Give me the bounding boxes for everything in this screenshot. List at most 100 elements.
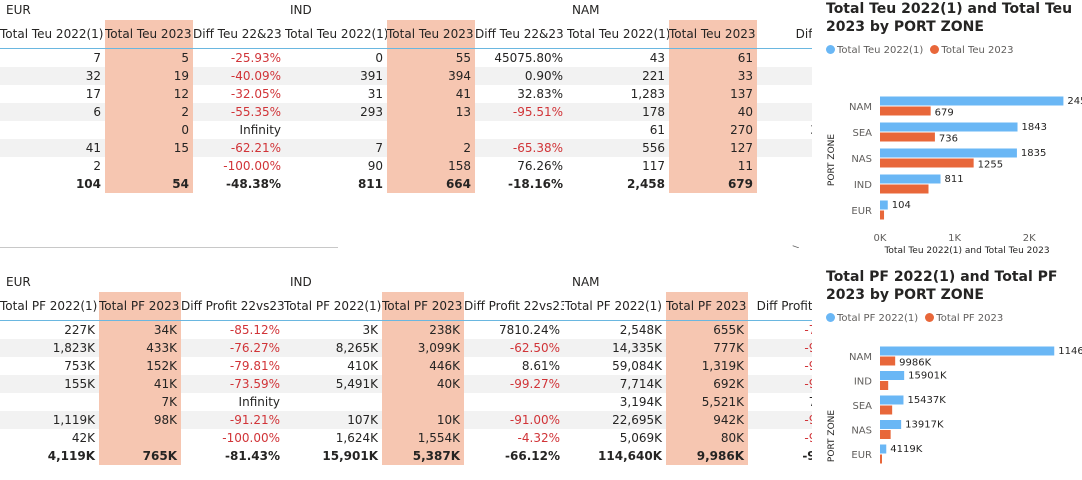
- legend-label-2023[interactable]: Total Teu 2023: [941, 45, 1014, 56]
- chart-plot-area[interactable]: PORT ZONE NAM 114640K 9986K IND 15901K SEA 1543…: [826, 326, 1082, 476]
- bar-2023[interactable]: [880, 158, 974, 168]
- table-cell[interactable]: 0.90%: [524, 69, 563, 83]
- table-cell[interactable]: -18.16%: [508, 177, 563, 191]
- column-header[interactable]: Total PF 2023: [99, 292, 181, 320]
- table-cell[interactable]: 227K: [64, 323, 95, 337]
- table-cell[interactable]: 391: [360, 69, 383, 83]
- table-cell[interactable]: 14,335K: [612, 341, 662, 355]
- table-cell[interactable]: 679: [669, 175, 757, 193]
- bar-2022[interactable]: [880, 200, 888, 210]
- table-cell[interactable]: -32.05%: [230, 87, 281, 101]
- table-cell[interactable]: 33: [669, 67, 757, 85]
- table-cell[interactable]: -4.32%: [517, 431, 560, 445]
- table-cell[interactable]: 8.61%: [521, 359, 560, 373]
- column-header[interactable]: Total Teu 2023: [669, 20, 757, 48]
- table-cell[interactable]: 17: [85, 87, 101, 101]
- table-cell[interactable]: -77: [757, 103, 812, 121]
- table-cell[interactable]: 12: [105, 85, 193, 103]
- column-header[interactable]: Diff Profit 2: [756, 299, 812, 313]
- table-cell[interactable]: -91.21%: [229, 413, 280, 427]
- table-cell[interactable]: 55: [387, 49, 475, 67]
- table-cell[interactable]: -48.38%: [226, 177, 281, 191]
- table-row[interactable]: 7K Infinity 3,194K 5,521K72: [0, 393, 812, 411]
- table-cell[interactable]: 446K: [382, 357, 464, 375]
- table-cell[interactable]: 41K: [99, 375, 181, 393]
- column-header[interactable]: Total Teu 2023: [387, 20, 475, 48]
- bar-2022[interactable]: [880, 122, 1018, 132]
- table-cell[interactable]: 7: [93, 51, 101, 65]
- table-cell[interactable]: [382, 393, 464, 411]
- table-cell[interactable]: 942K: [666, 411, 748, 429]
- table-cell[interactable]: [0, 121, 105, 139]
- table-cell[interactable]: 40: [669, 103, 757, 121]
- column-header[interactable]: Total PF 2022(1): [0, 299, 98, 313]
- table-cell[interactable]: 41: [387, 85, 475, 103]
- table-cell[interactable]: 7K: [99, 393, 181, 411]
- table-cell[interactable]: 6: [93, 105, 101, 119]
- column-header[interactable]: Diff Profit 22vs23: [181, 299, 284, 313]
- table-cell[interactable]: -94: [804, 341, 812, 355]
- table-cell[interactable]: [464, 393, 564, 411]
- table-cell[interactable]: -62.50%: [509, 341, 560, 355]
- table-cell[interactable]: 7: [375, 141, 383, 155]
- table-cell[interactable]: -79.81%: [229, 359, 280, 373]
- table-cell[interactable]: 10K: [382, 411, 464, 429]
- column-header[interactable]: Diff Teu 22&23: [193, 27, 282, 41]
- legend-label-2022[interactable]: Total PF 2022(1): [837, 313, 919, 324]
- table-cell[interactable]: 1,283: [630, 87, 665, 101]
- table-row[interactable]: 32 19 -40.09% 391 394 0.90% 221 33-85: [0, 67, 812, 85]
- table-cell[interactable]: 19: [105, 67, 193, 85]
- table-cell[interactable]: [99, 429, 181, 447]
- table-row[interactable]: 42K -100.00% 1,624K 1,554K -4.32% 5,069K 80K -9…: [0, 429, 812, 447]
- table-cell[interactable]: -73.59%: [229, 377, 280, 391]
- table-cell[interactable]: 42K: [71, 431, 95, 445]
- table-cell[interactable]: 54: [105, 175, 193, 193]
- bar-2022[interactable]: [880, 444, 887, 454]
- table-cell[interactable]: 5,387K: [382, 447, 464, 465]
- pf-bar-chart[interactable]: Total PF 2022(1) and Total PF 2023 by PO…: [826, 268, 1082, 473]
- table-cell[interactable]: 127: [669, 139, 757, 157]
- legend-label-2022[interactable]: Total Teu 2022(1): [837, 45, 924, 56]
- table-cell[interactable]: 221: [642, 69, 665, 83]
- table-cell[interactable]: -81.43%: [225, 449, 280, 463]
- table-cell[interactable]: 155K: [64, 377, 95, 391]
- table-row[interactable]: 62 -55.35% 293 13 -95.51% 178 40-77: [0, 103, 812, 121]
- table-cell[interactable]: [284, 393, 382, 411]
- table-cell[interactable]: [387, 121, 475, 139]
- table-cell[interactable]: 2,458: [627, 177, 665, 191]
- table-cell[interactable]: 1,823K: [52, 341, 95, 355]
- table-cell[interactable]: 3,194K: [619, 395, 662, 409]
- table-cell[interactable]: 43: [757, 49, 812, 67]
- table-cell[interactable]: 7810.24%: [498, 323, 560, 337]
- bar-2023[interactable]: [880, 430, 891, 439]
- table-row[interactable]: 753K 152K -79.81% 410K 446K 8.61% 59,084K 1,319…: [0, 357, 812, 375]
- table-cell[interactable]: 753K: [64, 359, 95, 373]
- table-cell[interactable]: 2: [387, 139, 475, 157]
- group-header-eur[interactable]: EUR: [6, 3, 31, 17]
- table-cell[interactable]: -40.09%: [230, 69, 281, 83]
- table-cell[interactable]: -77: [757, 139, 812, 157]
- table-cell[interactable]: 5: [105, 49, 193, 67]
- table-cell[interactable]: 9,986K: [666, 447, 748, 465]
- table-cell[interactable]: 114,640K: [598, 449, 662, 463]
- column-header[interactable]: Total Teu 2023: [105, 20, 193, 48]
- table-cell[interactable]: 692K: [666, 375, 748, 393]
- table-cell[interactable]: 811: [357, 177, 383, 191]
- table-cell[interactable]: 777K: [666, 339, 748, 357]
- table-cell[interactable]: 410K: [347, 359, 378, 373]
- group-header-ind[interactable]: IND: [290, 275, 312, 289]
- table-row[interactable]: 1,823K 433K -76.27% 8,265K 3,099K -62.50% 14,3…: [0, 339, 812, 357]
- table-cell[interactable]: -99.27%: [509, 377, 560, 391]
- table-cell[interactable]: 2: [105, 103, 193, 121]
- table-cell[interactable]: 137: [669, 85, 757, 103]
- table-cell[interactable]: 178: [642, 105, 665, 119]
- table-cell[interactable]: 13: [387, 103, 475, 121]
- table-cell[interactable]: 152K: [99, 357, 181, 375]
- table-cell[interactable]: 765K: [99, 447, 181, 465]
- table-cell[interactable]: [285, 121, 387, 139]
- table-cell[interactable]: 61: [649, 123, 665, 137]
- table-row[interactable]: 227K 34K -85.12% 3K 238K 7810.24% 2,548K 655K -7…: [0, 321, 812, 339]
- bar-2022[interactable]: [880, 148, 1017, 158]
- table-cell[interactable]: -89: [757, 85, 812, 103]
